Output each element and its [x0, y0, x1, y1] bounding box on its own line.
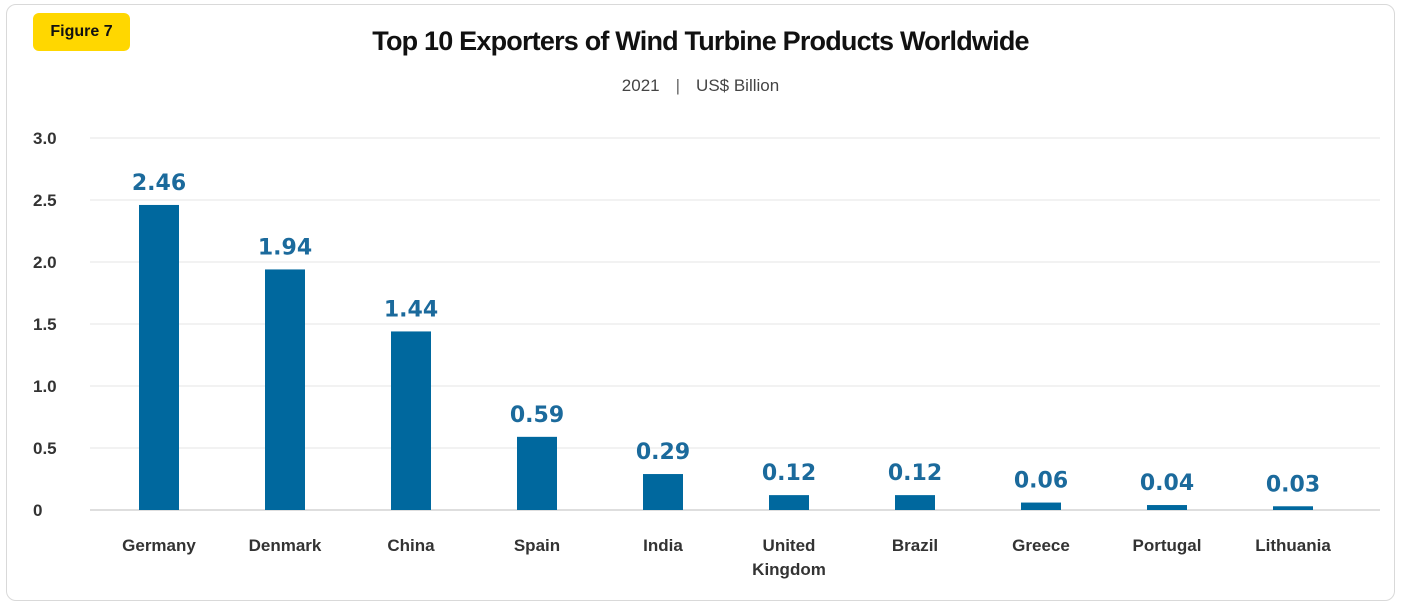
data-label: 0.12 — [888, 461, 942, 486]
x-tick-label: Spain — [514, 536, 560, 555]
y-tick-label: 3.0 — [33, 129, 57, 148]
x-tick-label: Lithuania — [1255, 536, 1331, 555]
y-tick-label: 1.0 — [33, 377, 57, 396]
bar — [139, 204, 179, 510]
bar — [769, 495, 809, 510]
x-tick-label: China — [387, 536, 435, 555]
chart-subtitle: 2021 | US$ Billion — [0, 76, 1401, 96]
data-label: 2.46 — [132, 171, 186, 196]
data-label: 0.12 — [762, 461, 816, 486]
y-tick-label: 0 — [33, 501, 42, 520]
bar — [517, 436, 557, 510]
bar — [1273, 506, 1313, 510]
data-label: 1.94 — [258, 235, 312, 260]
data-label: 0.03 — [1266, 472, 1320, 497]
bar — [1147, 505, 1187, 510]
data-label: 0.59 — [510, 403, 564, 428]
x-tick-label: India — [643, 536, 683, 555]
x-tick-label: Greece — [1012, 536, 1070, 555]
y-tick-label: 2.0 — [33, 253, 57, 272]
x-tick-label: Denmark — [249, 536, 322, 555]
bar — [265, 269, 305, 510]
y-tick-label: 1.5 — [33, 315, 57, 334]
data-label: 0.06 — [1014, 469, 1068, 494]
chart-card — [6, 4, 1395, 601]
x-tick-label: Germany — [122, 536, 196, 555]
figure-badge: Figure 7 — [33, 13, 130, 51]
subtitle-separator: | — [675, 76, 681, 95]
y-tick-label: 2.5 — [33, 191, 57, 210]
data-label: 0.04 — [1140, 471, 1194, 496]
subtitle-year: 2021 — [621, 76, 660, 95]
x-tick-label: United Kingdom — [752, 536, 826, 579]
bar — [1021, 502, 1061, 510]
bar — [391, 331, 431, 510]
subtitle-unit: US$ Billion — [696, 76, 780, 95]
bar — [895, 495, 935, 510]
data-label: 1.44 — [384, 297, 438, 322]
bar — [643, 474, 683, 510]
chart-title: Top 10 Exporters of Wind Turbine Product… — [372, 26, 1029, 56]
x-tick-label: Brazil — [892, 536, 938, 555]
x-tick-label: Portugal — [1133, 536, 1202, 555]
data-label: 0.29 — [636, 440, 690, 465]
y-tick-label: 0.5 — [33, 439, 57, 458]
